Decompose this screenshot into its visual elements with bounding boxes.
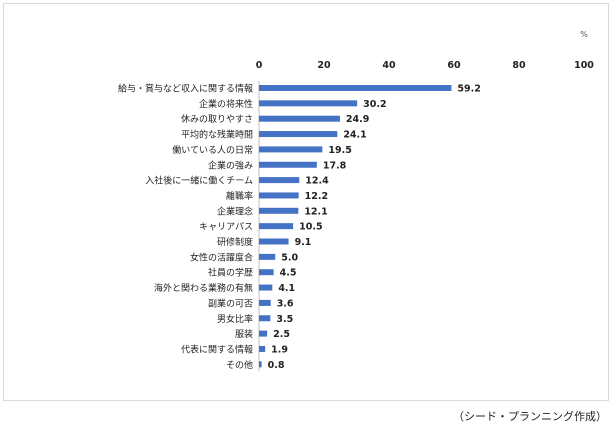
data-label: 2.5 xyxy=(273,329,290,340)
data-label: 24.1 xyxy=(343,130,366,141)
bars: 給与・賞与など収入に関する情報 59.2 企業の将来性 30.2 休みの取りやすさ 24.… xyxy=(118,83,481,371)
bar xyxy=(259,177,300,184)
bar xyxy=(259,161,317,168)
data-label: 24.9 xyxy=(346,114,369,125)
data-label: 4.1 xyxy=(278,283,295,294)
x-tick-label: 0 xyxy=(256,60,263,71)
data-label: 9.1 xyxy=(295,237,312,248)
bar xyxy=(259,207,299,214)
data-label: 59.2 xyxy=(457,84,480,95)
data-label: 10.5 xyxy=(299,222,322,233)
category-label: 服装 xyxy=(235,328,253,340)
category-label: 企業の将来性 xyxy=(199,98,253,110)
x-axis-ticks: 0 20 40 60 80 100 xyxy=(256,60,595,71)
category-label: 海外と関わる業務の有無 xyxy=(154,282,253,294)
category-label: 入社後に一緒に働くチーム xyxy=(145,175,253,187)
x-tick-label: 40 xyxy=(382,60,396,71)
bar xyxy=(259,315,271,322)
data-label: 12.4 xyxy=(305,176,329,187)
bar xyxy=(259,85,452,91)
category-label: 企業理念 xyxy=(217,205,253,217)
source-credit: （シード・プランニング作成） xyxy=(453,410,607,423)
data-label: 4.5 xyxy=(280,268,297,279)
bar xyxy=(259,345,266,352)
x-tick-label: 80 xyxy=(512,60,526,71)
bar-chart: % 0 20 40 60 80 100 給与・賞与など収入に関する情報 59.2 企業の将来性… xyxy=(118,30,595,372)
chart-frame: % 0 20 40 60 80 100 給与・賞与など収入に関する情報 59.2 企業の将来性… xyxy=(3,3,609,401)
unit-label: % xyxy=(580,30,588,39)
category-label: 働いている人の日常 xyxy=(172,144,253,156)
bar xyxy=(259,131,338,138)
category-label: 女性の活躍度合 xyxy=(190,251,253,263)
category-label: 代表に関する情報 xyxy=(181,343,253,355)
data-label: 3.6 xyxy=(277,298,294,309)
bar xyxy=(259,238,289,245)
x-tick-label: 100 xyxy=(574,60,594,71)
bar xyxy=(259,115,340,122)
bar xyxy=(259,146,323,153)
bar xyxy=(259,253,276,260)
bar xyxy=(259,100,358,107)
data-label: 5.0 xyxy=(281,252,298,263)
category-label: 研修制度 xyxy=(217,236,253,248)
data-label: 30.2 xyxy=(363,99,386,110)
data-label: 3.5 xyxy=(276,314,293,325)
bar xyxy=(259,223,294,230)
category-label: 平均的な残業時間 xyxy=(181,129,253,141)
category-label: 男女比率 xyxy=(217,313,253,325)
category-label: その他 xyxy=(226,359,253,371)
data-label: 19.5 xyxy=(328,145,351,156)
category-label: 離職率 xyxy=(226,190,253,202)
data-label: 17.8 xyxy=(323,160,347,171)
category-label: キャリアパス xyxy=(199,222,253,233)
x-tick-label: 60 xyxy=(447,60,461,71)
category-label: 企業の強み xyxy=(208,159,253,171)
category-label: 副業の可否 xyxy=(208,297,253,309)
data-label: 12.1 xyxy=(304,206,327,217)
category-label: 休みの取りやすさ xyxy=(181,113,253,125)
data-label: 0.8 xyxy=(268,360,285,371)
category-label: 給与・賞与など収入に関する情報 xyxy=(118,83,253,95)
data-label: 1.9 xyxy=(271,344,288,355)
bar xyxy=(259,361,262,368)
bar xyxy=(259,330,268,337)
data-label: 12.2 xyxy=(305,191,328,202)
x-tick-label: 20 xyxy=(317,60,331,71)
category-label: 社員の学歴 xyxy=(208,267,253,279)
bar xyxy=(259,284,273,291)
bar xyxy=(259,299,271,306)
bar xyxy=(259,269,274,276)
bar xyxy=(259,192,299,199)
